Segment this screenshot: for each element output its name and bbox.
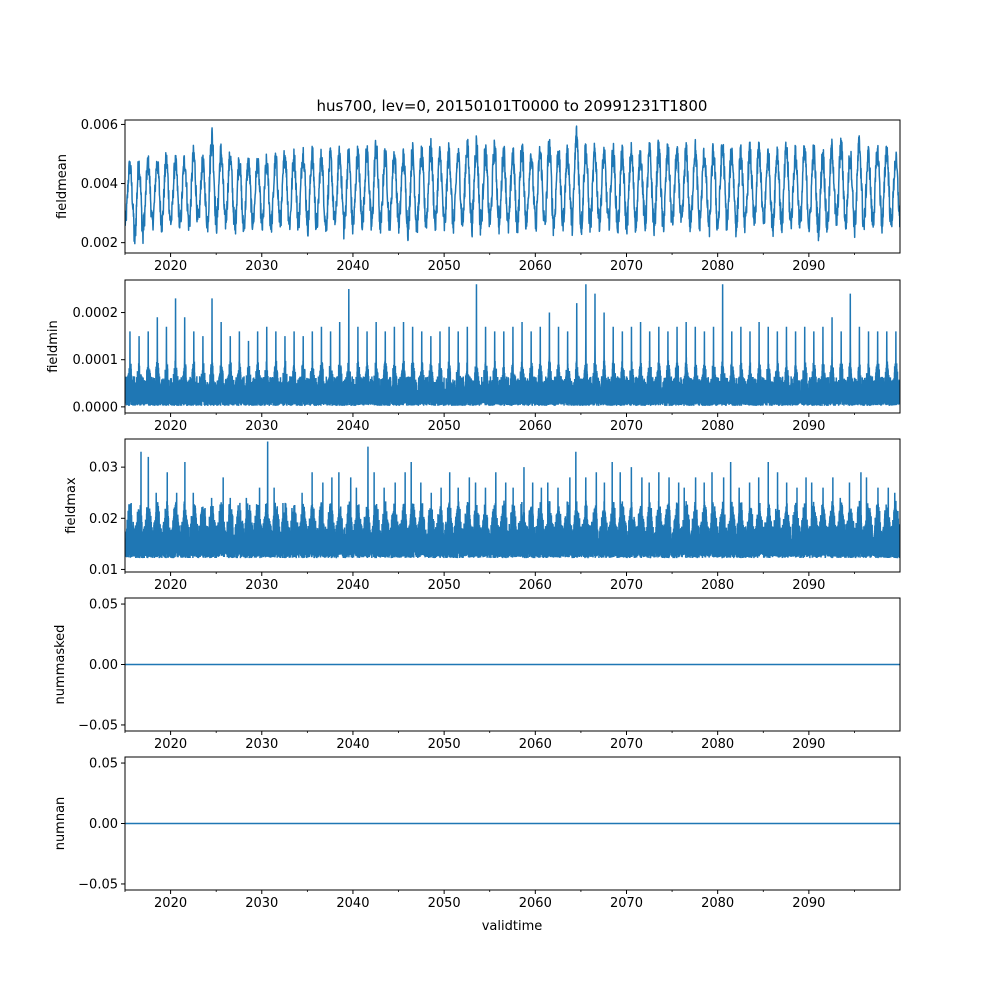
x-tick-label-fieldmean: 2070 <box>610 259 643 274</box>
y-tick-label-numnan: 0.00 <box>89 817 118 832</box>
x-tick-label-nummasked: 2090 <box>792 737 825 752</box>
y-axis-label-nummasked: nummasked <box>53 625 68 705</box>
x-tick-label-numnan: 2090 <box>792 896 825 911</box>
x-tick-label-nummasked: 2050 <box>428 737 461 752</box>
x-tick-label-numnan: 2030 <box>245 896 278 911</box>
panel-fieldmean: 0.002 0.004 0.006 fieldmean 2020 2030 2040 2050… <box>55 118 901 274</box>
y-tick-label-fieldmin: 0.0002 <box>73 306 119 321</box>
x-tick-label-fieldmin: 2020 <box>154 419 187 434</box>
y-tick-label-fieldmean: 0.002 <box>81 236 118 251</box>
x-tick-label-fieldmean: 2020 <box>154 259 187 274</box>
x-tick-label-fieldmin: 2040 <box>336 419 369 434</box>
x-tick-label-fieldmin: 2070 <box>610 419 643 434</box>
series-fieldmean <box>125 125 900 245</box>
y-axis-label-fieldmax: fieldmax <box>64 477 79 534</box>
x-tick-label-nummasked: 2020 <box>154 737 187 752</box>
axes-frame-fieldmin <box>124 279 901 414</box>
y-tick-label-fieldmean: 0.006 <box>81 118 118 133</box>
x-tick-label-numnan: 2050 <box>428 896 461 911</box>
x-tick-label-fieldmean: 2090 <box>792 259 825 274</box>
y-tick-label-nummasked: 0.05 <box>89 598 118 613</box>
x-tick-label-numnan: 2040 <box>336 896 369 911</box>
x-tick-label-fieldmax: 2090 <box>792 578 825 593</box>
y-tick-label-nummasked: 0.00 <box>89 658 118 673</box>
series-fieldmax <box>125 441 900 559</box>
series-line-fieldmax <box>125 441 900 559</box>
y-tick-label-fieldmin: 0.0001 <box>73 353 119 368</box>
panel-numnan: −0.05 0.00 0.05 numnan 2020 2030 2040 2050 2060 2… <box>53 756 901 911</box>
x-tick-label-nummasked: 2040 <box>336 737 369 752</box>
y-tick-label-fieldmax: 0.03 <box>89 461 118 476</box>
panel-fieldmin: 0.0000 0.0001 0.0002 fieldmin 2020 2030 2040 20… <box>46 279 901 434</box>
x-tick-label-fieldmax: 2030 <box>245 578 278 593</box>
y-axis-label-numnan: numnan <box>53 797 68 851</box>
x-tick-label-numnan: 2080 <box>701 896 734 911</box>
x-tick-label-fieldmax: 2020 <box>154 578 187 593</box>
x-tick-label-numnan: 2060 <box>519 896 552 911</box>
x-tick-label-nummasked: 2030 <box>245 737 278 752</box>
x-tick-label-nummasked: 2070 <box>610 737 643 752</box>
x-tick-label-fieldmin: 2030 <box>245 419 278 434</box>
series-line-fieldmin <box>125 284 900 406</box>
y-tick-label-fieldmin: 0.0000 <box>73 400 119 415</box>
axes-frame-fieldmax <box>124 438 901 573</box>
x-tick-label-fieldmin: 2080 <box>701 419 734 434</box>
x-tick-label-fieldmean: 2050 <box>428 259 461 274</box>
x-tick-label-numnan: 2020 <box>154 896 187 911</box>
series-line-fieldmean <box>125 125 900 245</box>
chart-title: hus700, lev=0, 20150101T0000 to 20991231… <box>317 97 708 115</box>
x-tick-label-fieldmean: 2040 <box>336 259 369 274</box>
x-axis-label: validtime <box>482 919 543 934</box>
panels: 0.002 0.004 0.006 fieldmean 2020 2030 2040 2050… <box>46 118 901 911</box>
x-tick-label-fieldmin: 2090 <box>792 419 825 434</box>
x-tick-label-fieldmax: 2070 <box>610 578 643 593</box>
y-tick-label-numnan: −0.05 <box>78 877 118 892</box>
panel-nummasked: −0.05 0.00 0.05 nummasked 2020 2030 2040 2050 20… <box>53 597 901 752</box>
y-tick-label-fieldmean: 0.004 <box>81 177 118 192</box>
x-tick-label-fieldmean: 2030 <box>245 259 278 274</box>
axes-frame-fieldmean <box>124 119 901 254</box>
x-tick-label-nummasked: 2060 <box>519 737 552 752</box>
x-tick-label-fieldmax: 2080 <box>701 578 734 593</box>
x-tick-label-fieldmax: 2040 <box>336 578 369 593</box>
x-tick-label-fieldmin: 2060 <box>519 419 552 434</box>
y-tick-label-fieldmax: 0.01 <box>89 563 118 578</box>
x-tick-label-fieldmax: 2060 <box>519 578 552 593</box>
x-tick-label-fieldmean: 2080 <box>701 259 734 274</box>
panel-fieldmax: 0.01 0.02 0.03 fieldmax 2020 2030 2040 2050 2060… <box>64 438 901 593</box>
x-tick-label-numnan: 2070 <box>610 896 643 911</box>
x-tick-label-fieldmax: 2050 <box>428 578 461 593</box>
y-axis-label-fieldmean: fieldmean <box>55 154 70 219</box>
x-tick-label-fieldmin: 2050 <box>428 419 461 434</box>
y-tick-label-nummasked: −0.05 <box>78 718 118 733</box>
y-tick-label-numnan: 0.05 <box>89 757 118 772</box>
x-tick-label-nummasked: 2080 <box>701 737 734 752</box>
y-tick-label-fieldmax: 0.02 <box>89 512 118 527</box>
x-tick-label-fieldmean: 2060 <box>519 259 552 274</box>
y-axis-label-fieldmin: fieldmin <box>46 320 61 373</box>
series-fieldmin <box>125 284 900 406</box>
